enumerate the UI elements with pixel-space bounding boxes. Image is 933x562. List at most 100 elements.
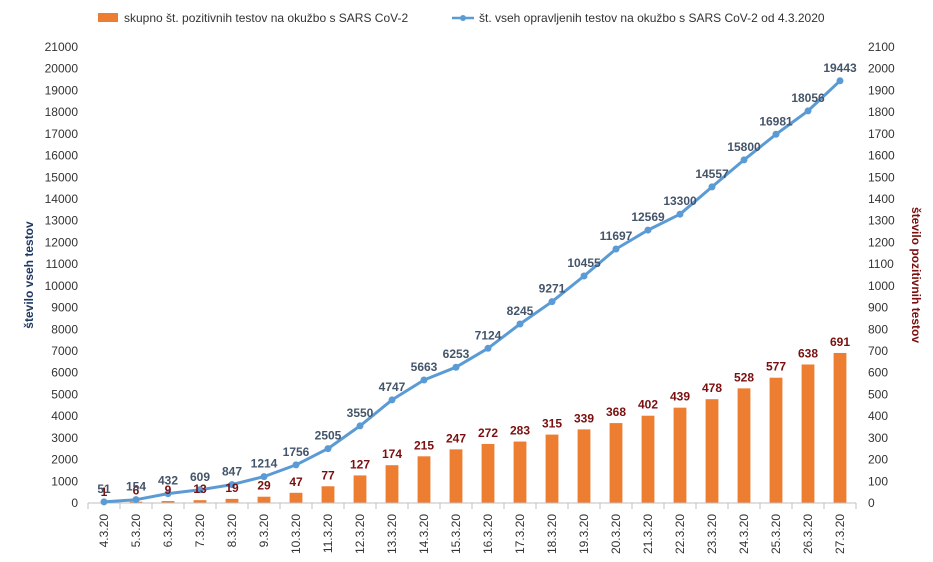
bar-data-label: 402 [638, 398, 658, 412]
y-left-tick-label: 0 [71, 496, 78, 510]
x-tick-label: 15.3.20 [449, 514, 463, 554]
y-left-label: število vseh testov [22, 221, 36, 329]
line-point [516, 320, 524, 328]
bar [385, 465, 399, 503]
y-left-tick-label: 1000 [51, 474, 78, 488]
x-tick-label: 12.3.20 [353, 514, 367, 554]
bar [673, 407, 687, 503]
bar-data-label: 13 [193, 482, 207, 496]
legend-label-bar: skupno št. pozitivnih testov na okužbo s… [124, 11, 408, 25]
y-right-tick-label: 1700 [868, 127, 895, 141]
line-point [324, 445, 332, 453]
y-left-tick-label: 2000 [51, 453, 78, 467]
bar-data-label: 478 [702, 381, 722, 395]
line-data-label: 432 [158, 474, 178, 488]
bar-data-label: 9 [165, 483, 172, 497]
x-tick-label: 11.3.20 [321, 514, 335, 553]
legend: skupno št. pozitivnih testov na okužbo s… [98, 11, 825, 25]
line-point [388, 396, 396, 404]
bar [609, 423, 623, 503]
y-left-tick-label: 12000 [45, 235, 79, 249]
line-point [740, 156, 748, 164]
line-data-label: 51 [97, 482, 111, 496]
y-left-tick-label: 4000 [51, 409, 78, 423]
y-right-tick-label: 700 [868, 344, 888, 358]
y-right-tick-label: 300 [868, 431, 888, 445]
y-right-tick-label: 2100 [868, 40, 895, 54]
line-data-label: 6253 [443, 347, 470, 361]
y-left-ticks: 0 1000 2000 3000 4000 5000 6000 7000 8000 9000 100… [45, 40, 79, 510]
bar-data-label: 174 [382, 447, 402, 461]
y-right-tick-label: 200 [868, 453, 888, 467]
y-right-tick-label: 100 [868, 474, 888, 488]
y-left-tick-label: 6000 [51, 366, 78, 380]
line-data-label: 847 [222, 465, 242, 479]
line-point [196, 486, 204, 494]
line-point [772, 130, 780, 138]
line-data-label: 18056 [791, 91, 825, 105]
y-left-tick-label: 21000 [45, 40, 79, 54]
y-left-tick-label: 18000 [45, 105, 79, 119]
y-left-tick-label: 19000 [45, 83, 79, 97]
line-point [132, 496, 140, 504]
y-right-label: število pozitivnih testov [909, 207, 923, 343]
line-data-label: 2505 [315, 429, 342, 443]
line-point [164, 490, 172, 498]
line-point [228, 481, 236, 489]
y-left-tick-label: 16000 [45, 149, 79, 163]
bar [705, 399, 719, 503]
x-tick-label: 17.3.20 [513, 514, 527, 554]
line-data-label: 1756 [283, 445, 310, 459]
legend-label-line: št. vseh opravljenih testov na okužbo s … [479, 11, 825, 25]
line-point [580, 272, 588, 280]
line-point [676, 210, 684, 218]
bar [321, 486, 335, 503]
y-left-tick-label: 17000 [45, 127, 79, 141]
y-right-tick-label: 1400 [868, 192, 895, 206]
x-tick-label: 20.3.20 [609, 514, 623, 554]
line-data-label: 12569 [631, 210, 665, 224]
bar-data-label: 315 [542, 417, 562, 431]
bar-data-label: 6 [133, 484, 140, 498]
x-tick-label: 10.3.20 [289, 514, 303, 554]
bar-data-label: 77 [321, 468, 335, 482]
line-data-label: 15800 [727, 140, 761, 154]
line-data-label: 16981 [759, 114, 793, 128]
line-point [612, 245, 620, 253]
y-left-tick-label: 11000 [46, 257, 79, 271]
bar-data-label: 577 [766, 360, 786, 374]
x-tick-label: 16.3.20 [481, 514, 495, 554]
line-data-label: 14557 [695, 167, 729, 181]
line-data-label: 5663 [411, 360, 438, 374]
bar [481, 443, 495, 503]
bar [577, 429, 591, 503]
y-right-tick-label: 1100 [868, 257, 894, 271]
line-data-label: 11697 [600, 229, 633, 243]
bar-data-label: 247 [446, 431, 466, 445]
x-tick-label: 27.3.20 [833, 514, 847, 554]
bar-data-label: 439 [670, 390, 690, 404]
x-tick-label: 21.3.20 [641, 514, 655, 554]
y-right-tick-label: 500 [868, 387, 888, 401]
bar-series [97, 352, 847, 504]
bar [193, 500, 207, 503]
line-point [292, 461, 300, 469]
y-left-tick-label: 15000 [45, 170, 79, 184]
y-left-tick-label: 9000 [51, 301, 78, 315]
x-tick-label: 23.3.20 [705, 514, 719, 554]
x-tick-label: 22.3.20 [673, 514, 687, 554]
y-right-tick-label: 1900 [868, 83, 895, 97]
line-data-label: 7124 [475, 328, 502, 342]
bar-data-label: 691 [830, 335, 850, 349]
y-right-tick-label: 1200 [868, 235, 895, 249]
y-right-tick-label: 1600 [868, 149, 895, 163]
x-axis [87, 502, 857, 509]
x-tick-label: 6.3.20 [161, 514, 175, 548]
y-left-tick-label: 10000 [45, 279, 79, 293]
x-tick-label: 25.3.20 [769, 514, 783, 554]
y-left-tick-label: 7000 [51, 344, 78, 358]
bar-data-label: 19 [225, 481, 239, 495]
bar-data-label: 47 [289, 475, 303, 489]
y-left-tick-label: 20000 [45, 62, 79, 76]
y-left-tick-label: 13000 [45, 214, 79, 228]
